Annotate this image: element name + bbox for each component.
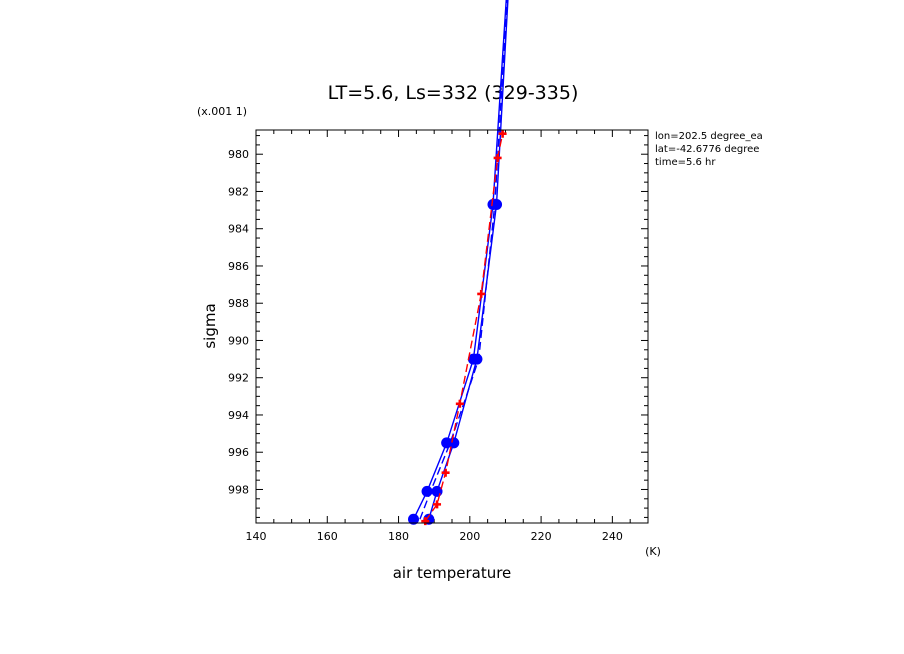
y-scale-label: (x.001 1) [197,105,247,118]
ticks-layer: 140 160 180 200 220 240 980 982 984 986 988 990 992 9… [228,130,649,543]
chart-title: LT=5.6, Ls=332 (329-335) [328,82,579,104]
series-point [408,513,420,525]
series-line [419,0,508,520]
annotation-lat: lat=-42.6776 degree [655,144,759,155]
series-point [477,289,486,298]
y-tick-label: 982 [228,185,249,198]
series-point [471,353,483,365]
data-layer [408,0,509,526]
y-tick-label: 986 [228,260,249,273]
x-tick-label: 180 [388,530,409,543]
annotation-time: time=5.6 hr [655,157,716,168]
y-tick-label: 994 [228,409,249,422]
series-point [498,129,507,138]
x-tick-label: 160 [317,530,338,543]
y-tick-label: 980 [228,148,249,161]
series-point [491,199,503,211]
y-axis-label: sigma [201,303,219,348]
x-tick-label: 220 [531,530,552,543]
series-line [424,133,504,522]
series-point [493,153,502,162]
y-tick-label: 996 [228,446,249,459]
series-line [412,0,507,520]
series-point [455,399,464,408]
y-tick-label: 990 [228,334,249,347]
y-tick-label: 992 [228,372,249,385]
series-point [433,500,442,509]
x-tick-label: 200 [459,530,480,543]
y-tick-label: 984 [228,223,249,236]
series-point [448,437,460,449]
x-unit-label: (K) [645,545,661,558]
x-tick-label: 140 [246,530,267,543]
x-axis-label: air temperature [393,564,512,582]
y-tick-label: 998 [228,483,249,496]
series-line [428,0,509,520]
plot-frame [255,129,649,524]
x-tick-label: 240 [602,530,623,543]
series-point [441,468,450,477]
annotation-lon: lon=202.5 degree_ea [655,131,763,142]
series-point [421,517,430,526]
y-tick-label: 988 [228,297,249,310]
